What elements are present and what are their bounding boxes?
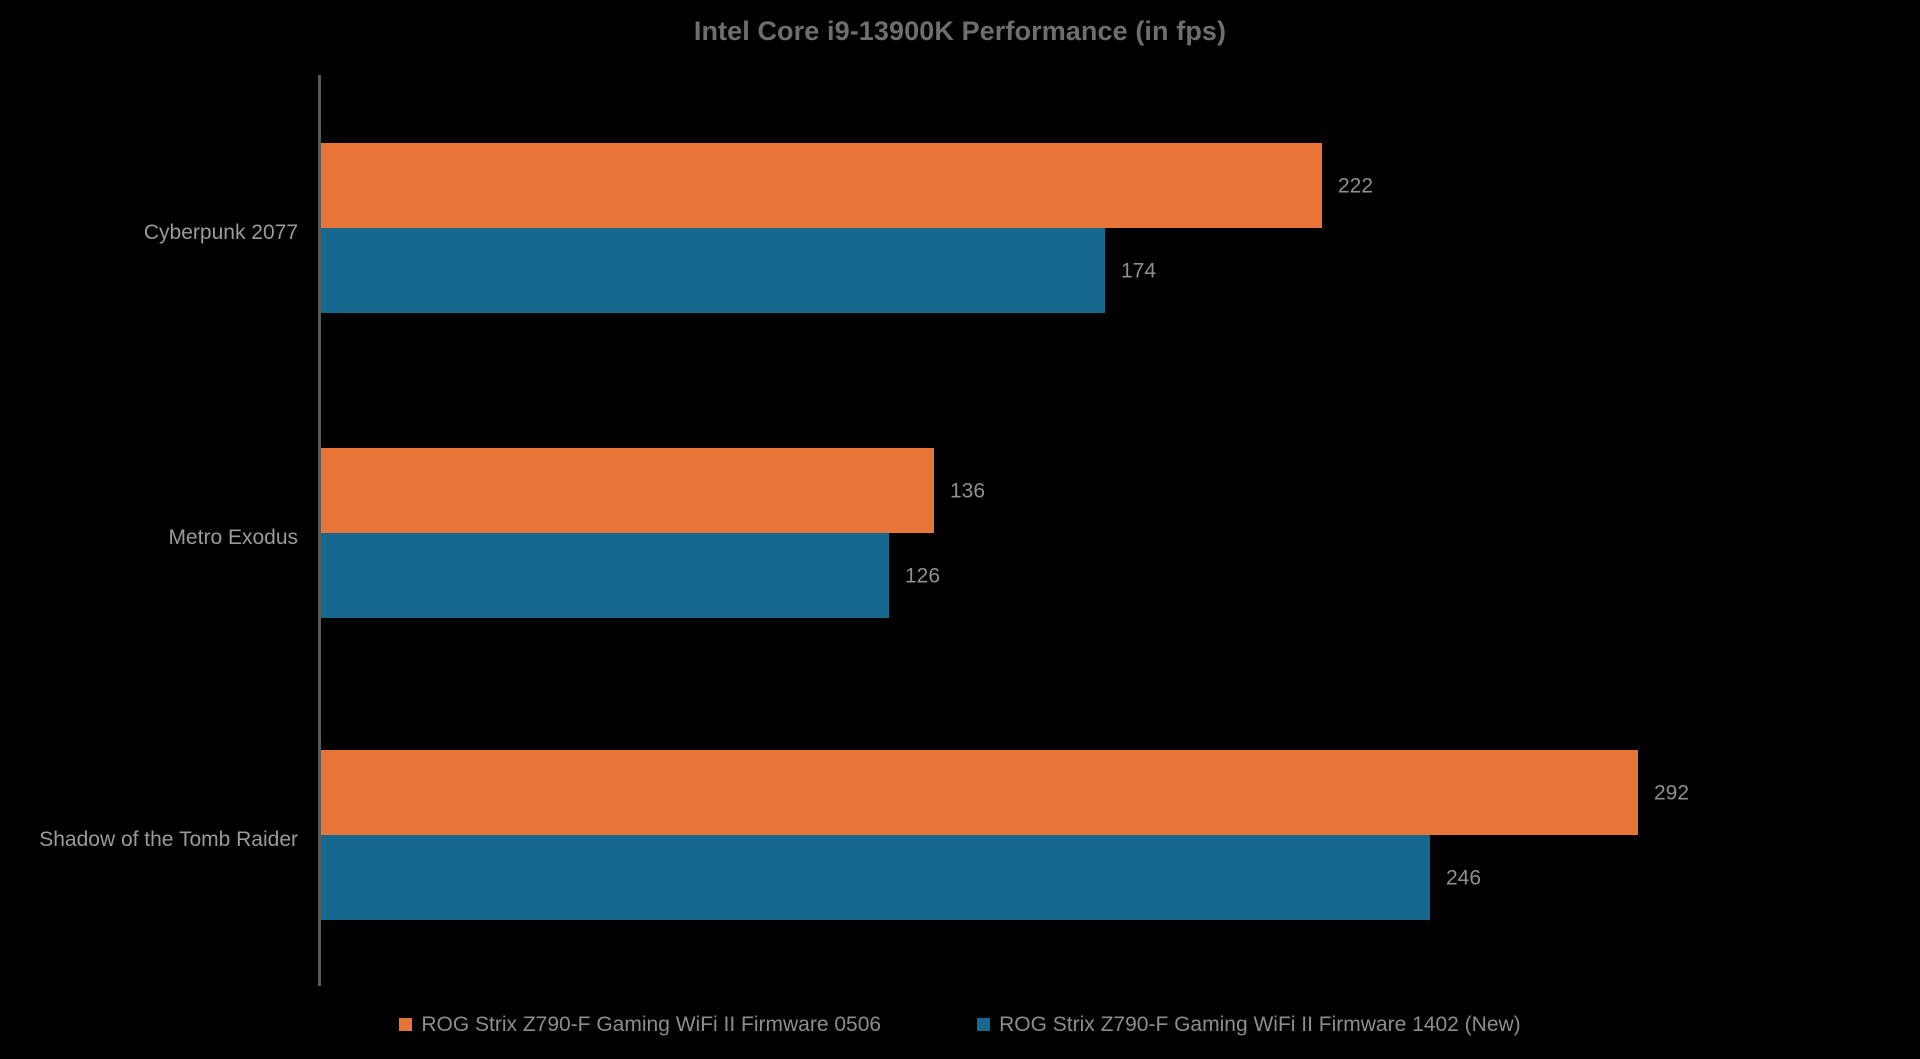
bar-series-1[interactable] [321, 835, 1430, 920]
legend-item-series-1[interactable]: ROG Strix Z790-F Gaming WiFi II Firmware… [977, 1014, 1521, 1035]
bar-series-1[interactable] [321, 228, 1105, 313]
bar-series-1[interactable] [321, 533, 889, 618]
bar-value-label: 174 [1121, 259, 1157, 282]
bar-series-0[interactable] [321, 143, 1322, 228]
legend-swatch-icon [399, 1018, 413, 1031]
legend-swatch-icon [977, 1018, 991, 1031]
bar-value-label: 292 [1654, 781, 1690, 804]
legend-item-label: ROG Strix Z790-F Gaming WiFi II Firmware… [421, 1013, 882, 1036]
legend-item-label: ROG Strix Z790-F Gaming WiFi II Firmware… [999, 1013, 1521, 1036]
bar-value-label: 126 [905, 564, 941, 587]
bar-series-0[interactable] [321, 448, 934, 533]
legend-item-series-0[interactable]: ROG Strix Z790-F Gaming WiFi II Firmware… [399, 1014, 881, 1035]
bar-value-label: 222 [1338, 174, 1374, 197]
bar-series-0[interactable] [321, 750, 1638, 835]
chart-title: Intel Core i9-13900K Performance (in fps… [693, 16, 1227, 46]
category-label: Shadow of the Tomb Raider [39, 828, 298, 851]
bar-value-label: 246 [1446, 866, 1482, 889]
value-axis-line [318, 75, 321, 986]
category-label: Cyberpunk 2077 [143, 221, 298, 244]
bar-value-label: 136 [950, 479, 986, 502]
chart-legend: ROG Strix Z790-F Gaming WiFi II Firmware… [0, 1014, 1920, 1035]
category-label: Metro Exodus [168, 526, 298, 549]
